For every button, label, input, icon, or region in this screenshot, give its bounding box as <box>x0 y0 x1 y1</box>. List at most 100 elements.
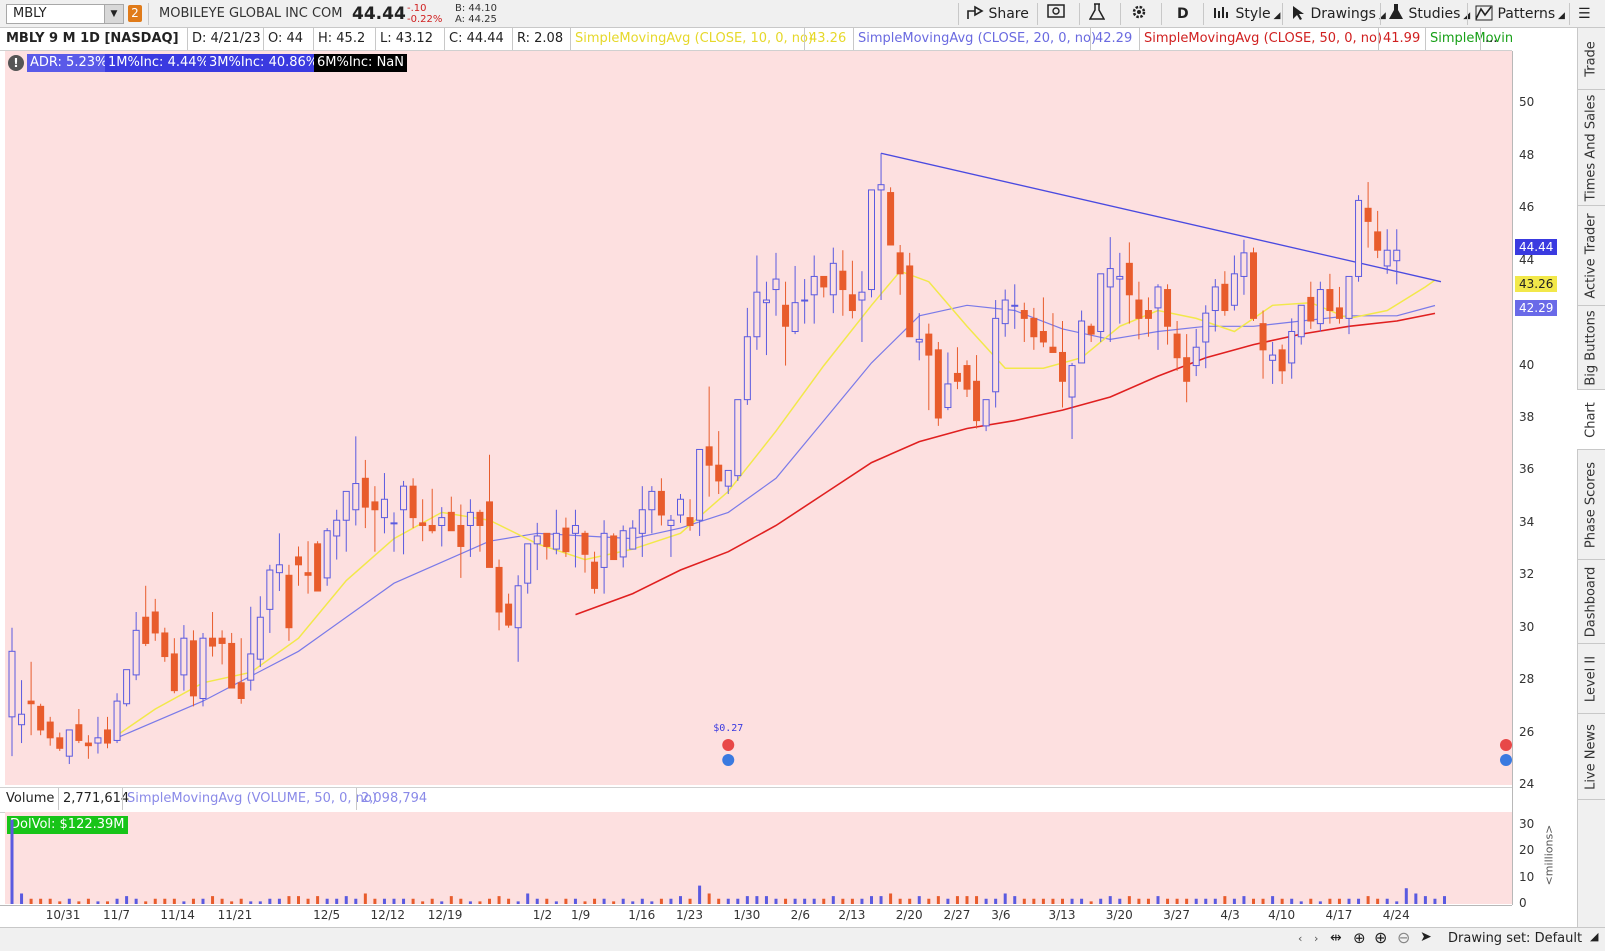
candle-down <box>705 446 713 466</box>
sidebar-tab-label: Chart <box>1583 401 1599 438</box>
info-more[interactable]: ... <box>1480 28 1497 50</box>
patterns-menu[interactable]: Patterns ◢ <box>1475 3 1565 25</box>
sidebar-tab-active-trader[interactable]: Active Trader <box>1577 206 1605 306</box>
candle-up <box>915 338 923 343</box>
candle-down <box>142 616 150 644</box>
time-tick-label: 2/27 <box>943 908 971 922</box>
candle-up <box>275 564 283 574</box>
candle-up <box>323 530 331 579</box>
candle-down <box>1020 310 1028 319</box>
candle-up <box>400 485 408 511</box>
price-tick-label: 24 <box>1519 777 1535 791</box>
volume-bar <box>230 901 234 904</box>
volume-bar <box>459 898 463 904</box>
volume-bar <box>1357 898 1361 904</box>
time-axis[interactable] <box>0 905 1512 928</box>
chart-title: MBLY 9 M 1D [NASDAQ] <box>6 31 179 46</box>
beaker-button[interactable] <box>1088 3 1106 25</box>
volume-plot-area[interactable] <box>5 812 1513 904</box>
sma50-label[interactable]: SimpleMovingAvg (CLOSE, 50, 0, no) <box>1139 28 1382 50</box>
volume-bar <box>1194 898 1198 904</box>
scroll-right-icon[interactable]: › <box>1314 932 1319 945</box>
symbol-selector[interactable]: MBLY ▼ <box>6 4 124 24</box>
zoom-in-icon[interactable]: ⊕ <box>1374 928 1388 947</box>
hamburger-icon: ☰ <box>1578 6 1591 22</box>
candle-up <box>1240 252 1248 277</box>
sidebar-tab-times-and-sales[interactable]: Times And Sales <box>1577 90 1605 206</box>
candle-up <box>514 585 522 629</box>
volume-bar <box>850 898 854 904</box>
pointer-icon[interactable]: ➤ <box>1420 929 1432 945</box>
volume-bar <box>650 901 654 904</box>
sidebar-tab-label: Live News <box>1583 723 1599 790</box>
settings-button[interactable] <box>1130 3 1148 25</box>
volume-sma-label[interactable]: SimpleMovingAvg (VOLUME, 50, 0, no) <box>122 788 377 810</box>
price-plot-area[interactable] <box>5 51 1513 785</box>
sidebar-tab-label: Trade <box>1583 40 1599 77</box>
sidebar-tab-dashboard[interactable]: Dashboard <box>1577 560 1605 644</box>
volume-bar <box>354 898 358 904</box>
drawings-menu[interactable]: Drawings ◢ <box>1290 3 1386 25</box>
scroll-left-icon[interactable]: ‹ <box>1298 932 1303 945</box>
zoom-out-icon[interactable]: ⊖ <box>1397 928 1411 947</box>
time-tick-label: 3/6 <box>991 908 1011 922</box>
sma10-value: 43.26 <box>804 28 846 50</box>
sidebar-tab-level-ii[interactable]: Level II <box>1577 644 1605 714</box>
timeframe-selector[interactable]: D <box>1177 6 1189 22</box>
volume-bar <box>1376 898 1380 904</box>
sidebar-tab-live-news[interactable]: Live News <box>1577 714 1605 800</box>
style-menu[interactable]: Style ◢ <box>1213 3 1280 25</box>
last-price: 44.44 <box>352 4 406 24</box>
volume-bar <box>125 896 129 904</box>
candle-up <box>132 629 140 676</box>
sidebar-tab-chart[interactable]: Chart <box>1577 390 1605 450</box>
volume-bar <box>1061 898 1064 904</box>
sidebar-tab-big-buttons[interactable]: Big Buttons <box>1577 306 1605 390</box>
volume-bar <box>564 898 568 904</box>
volume-bar <box>1022 898 1026 904</box>
chart-settings-button[interactable] <box>1047 3 1065 25</box>
info-date: D: 4/21/23 <box>187 28 261 50</box>
pan-icon[interactable]: ⇹ <box>1330 930 1342 946</box>
sma200-label[interactable]: SimpleMovingAvg (CLOSE, 200, 0, no) <box>1425 28 1512 50</box>
link-group-badge[interactable]: 2 <box>128 5 142 22</box>
candle-down <box>887 192 895 246</box>
candle-up <box>533 535 541 545</box>
studies-menu[interactable]: Studies ◢ <box>1388 3 1470 25</box>
sidebar-tab-trade[interactable]: Trade <box>1577 28 1605 90</box>
candle-down <box>934 349 942 419</box>
volume-bar <box>898 898 902 904</box>
volume-bar <box>468 901 472 904</box>
candle-up <box>791 302 799 332</box>
sidebar-tab-phase-scores[interactable]: Phase Scores <box>1577 450 1605 560</box>
time-tick-label: 2/6 <box>790 908 810 922</box>
symbol-dropdown-icon[interactable]: ▼ <box>104 5 123 23</box>
volume-bar <box>1433 898 1437 904</box>
volume-bar <box>1395 901 1399 904</box>
volume-bar <box>669 898 673 904</box>
sma20-label[interactable]: SimpleMovingAvg (CLOSE, 20, 0, no) <box>853 28 1096 50</box>
drawing-set-selector[interactable]: Drawing set: Default <box>1448 931 1583 946</box>
volume-bar <box>688 898 692 904</box>
symbol-input[interactable]: MBLY <box>13 6 47 21</box>
1m-inc-badge: 1M%Inc: 4.44% <box>105 54 212 72</box>
patterns-label: Patterns <box>1497 6 1556 22</box>
volume-bar <box>449 896 453 904</box>
price-axis[interactable] <box>1512 51 1575 905</box>
candle-up <box>247 653 255 681</box>
menu-button[interactable]: ☰ <box>1578 3 1591 25</box>
candle-down <box>1039 330 1047 343</box>
volume-bar <box>726 898 730 904</box>
candle-down <box>1278 349 1286 372</box>
sma10-label[interactable]: SimpleMovingAvg (CLOSE, 10, 0, no) <box>570 28 813 50</box>
candle-down <box>228 642 236 689</box>
6m-inc-badge: 6M%Inc: NaN <box>314 54 407 72</box>
candle-down <box>361 477 369 508</box>
drawing-set-dropdown-icon[interactable]: ◢ <box>1590 930 1599 943</box>
share-button[interactable]: Share <box>966 3 1029 25</box>
candle-down <box>285 574 293 629</box>
alert-icon[interactable]: ! <box>8 55 24 71</box>
crosshair-icon[interactable]: ⊕ <box>1353 929 1366 947</box>
candle-up <box>65 729 73 757</box>
toolbar-divider <box>1161 3 1162 25</box>
